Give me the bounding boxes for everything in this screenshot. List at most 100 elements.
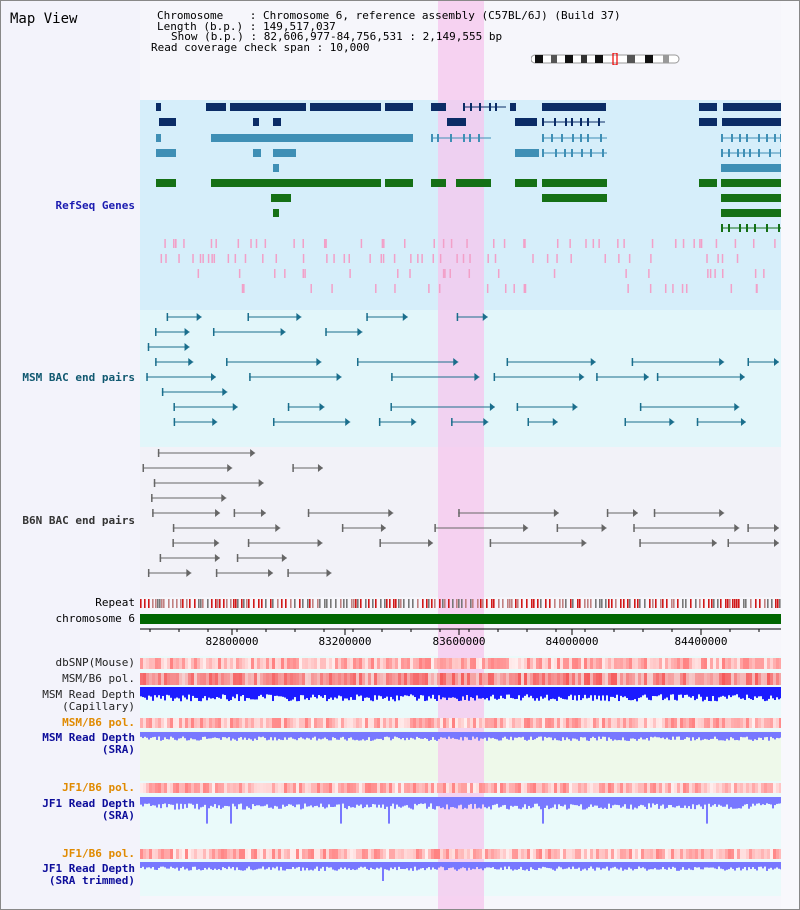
refseq-marker (417, 254, 419, 263)
polymorphism-cell (233, 658, 236, 669)
polymorphism-cell (560, 673, 563, 685)
polymorphism-cell (404, 849, 407, 859)
chromosome-ideogram[interactable] (531, 53, 681, 65)
read-depth-bar (574, 862, 576, 869)
repeat-mark (717, 599, 719, 608)
read-depth-bar (170, 732, 172, 737)
gene-exon (229, 179, 381, 187)
polymorphism-cell (548, 673, 551, 685)
polymorphism-cell (506, 718, 509, 728)
polymorphism-cell (374, 783, 377, 793)
repeat-mark (590, 599, 592, 608)
polymorphism-cell (191, 673, 194, 685)
read-depth-bar (776, 797, 778, 804)
read-depth-bar (432, 732, 434, 738)
polymorphism-cell (278, 673, 281, 685)
polymorphism-cell (203, 783, 206, 793)
repeat-mark (623, 599, 625, 608)
refseq-marker (438, 284, 441, 293)
read-depth-bar (706, 687, 708, 697)
read-depth-bar (256, 732, 258, 741)
read-depth-bar (472, 797, 474, 809)
polymorphism-cell (293, 783, 296, 793)
read-depth-bar (334, 687, 336, 698)
polymorphism-cell (188, 783, 191, 793)
read-depth-bar (146, 732, 148, 738)
read-depth-bar (756, 797, 758, 804)
polymorphism-cell (563, 718, 566, 728)
msm-bac-label[interactable]: MSM BAC end pairs (22, 371, 135, 384)
read-depth-bar (704, 797, 706, 805)
gene-exon (542, 103, 606, 111)
polymorphism-cell (641, 783, 644, 793)
refseq-marker (202, 254, 204, 263)
read-depth-bar (402, 797, 404, 807)
read-depth-bar (150, 687, 152, 697)
polymorphism-cell (698, 658, 701, 669)
read-depth-bar (194, 732, 196, 740)
read-depth-bar (628, 797, 630, 809)
polymorphism-cell (500, 673, 503, 685)
read-depth-bar (664, 862, 666, 870)
polymorphism-cell (746, 849, 749, 859)
refseq-marker (494, 254, 497, 263)
msm-bac-pair-end (451, 418, 453, 426)
b6n-bac-label[interactable]: B6N BAC end pairs (22, 514, 135, 527)
read-depth-bar (368, 687, 370, 698)
polymorphism-cell (599, 658, 602, 669)
read-depth-bar (566, 687, 568, 700)
read-depth-bar (332, 732, 334, 738)
read-depth-bar (622, 797, 624, 807)
polymorphism-cell (227, 783, 230, 793)
polymorphism-cell (281, 849, 284, 859)
gene-exon (580, 134, 582, 142)
polymorphism-cell (533, 718, 536, 728)
polymorphism-cell (272, 718, 275, 728)
read-depth-bar (686, 797, 688, 809)
read-depth-bar (728, 732, 730, 741)
refseq-marker (333, 254, 335, 263)
read-depth-bar (760, 687, 762, 697)
b6n-bac-pair-end (142, 464, 145, 472)
read-depth-bar (246, 797, 248, 807)
read-depth-bar (202, 862, 204, 870)
refseq-marker (651, 239, 654, 248)
read-depth-bar (256, 797, 258, 806)
read-depth-bar (362, 687, 364, 702)
polymorphism-cell (290, 849, 293, 859)
polymorphism-cell (311, 849, 314, 859)
read-depth-bar (502, 862, 504, 871)
read-depth-bar (748, 732, 750, 740)
read-depth-bar (770, 797, 772, 805)
polymorphism-cell (446, 718, 449, 728)
b6n-bac-pair-end (236, 554, 239, 562)
read-depth-bar (364, 797, 366, 808)
polymorphism-cell (626, 718, 629, 728)
read-depth-bar (640, 687, 642, 698)
vertical-scrollbar[interactable] (781, 1, 799, 909)
polymorphism-cell (350, 658, 353, 669)
refseq-genes-label[interactable]: RefSeq Genes (55, 199, 135, 212)
polymorphism-cell (386, 783, 389, 793)
polymorphism-cell (527, 673, 530, 685)
polymorphism-cell (590, 673, 593, 685)
polymorphism-cell (278, 718, 281, 728)
polymorphism-cell (620, 849, 623, 859)
read-depth-bar (394, 732, 396, 737)
polymorphism-cell (284, 658, 287, 669)
polymorphism-cell (746, 658, 749, 669)
read-depth-bar (176, 687, 178, 698)
gene-exon (699, 118, 717, 126)
polymorphism-cell (347, 673, 350, 685)
repeat-mark (587, 599, 589, 608)
read-depth-bar (380, 862, 382, 868)
polymorphism-cell (491, 849, 494, 859)
b6n-bac-pair-end (153, 479, 156, 487)
b6n-bac-pair-end (553, 509, 559, 517)
polymorphism-cell (617, 718, 620, 728)
polymorphism-cell (224, 718, 227, 728)
read-depth-bar (456, 687, 458, 699)
polymorphism-cell (629, 658, 632, 669)
repeat-mark (775, 599, 777, 608)
